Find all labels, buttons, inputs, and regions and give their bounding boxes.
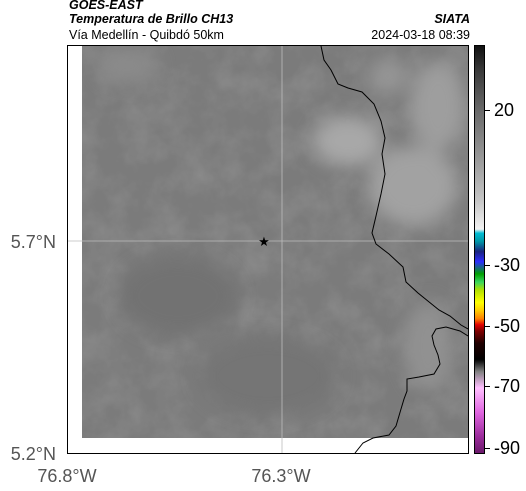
cloud-patches [98,48,466,416]
admin-boundary-south [354,326,468,453]
lon-tick-label: 76.8°W [37,466,97,486]
colorbar-label: -30 [494,255,521,275]
lat-tick-label: 5.2°N [10,444,56,464]
colorbar-tick [485,265,490,266]
location-label: Vía Medellín - Quibdó 50km [69,28,224,42]
lon-tick-label: 76.3°W [251,466,311,486]
colorbar-tick [485,326,490,327]
colorbar-label: -90 [494,438,521,458]
timestamp-label: 2024-03-18 08:39 [371,28,470,42]
colorbar-tick [485,386,490,387]
institution-label: SIATA [434,12,470,26]
satellite-title: GOES-EAST [69,0,143,12]
admin-boundary-north [320,46,468,330]
map-canvas: ★ [68,46,468,453]
satellite-map[interactable]: ★ [67,45,469,454]
colorbar [474,45,485,454]
colorbar-label: -70 [494,376,521,396]
product-title: Temperatura de Brillo CH13 [69,12,234,26]
brightness-temperature-field [82,46,468,438]
star-icon: ★ [258,235,270,250]
colorbar-label: 20 [494,100,515,120]
colorbar-tick [485,448,490,449]
colorbar-tick [485,110,490,111]
lat-tick-label: 5.7°N [10,232,56,252]
colorbar-label: -50 [494,316,521,336]
